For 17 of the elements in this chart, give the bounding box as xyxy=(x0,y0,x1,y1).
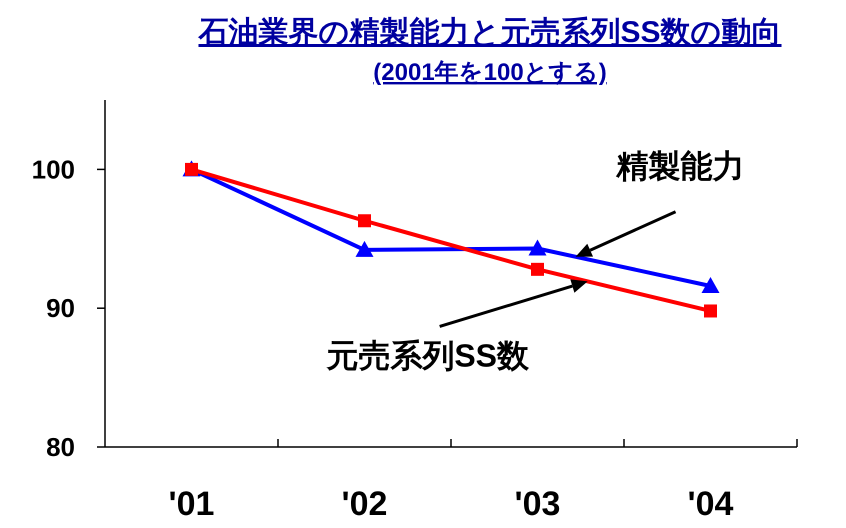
x-tick-label: '01 xyxy=(168,485,214,523)
y-tick-label: 90 xyxy=(46,293,75,324)
y-tick-label: 80 xyxy=(46,432,75,462)
chart-title: 石油業界の精製能力と元売系列SS数の動向 xyxy=(197,16,782,49)
x-tick-label: '04 xyxy=(688,485,734,523)
point xyxy=(356,240,374,257)
point xyxy=(702,276,720,293)
x-tick-label: '02 xyxy=(342,485,388,523)
x-tick-label: '03 xyxy=(514,485,560,523)
point xyxy=(358,214,371,228)
point xyxy=(531,262,544,276)
point xyxy=(704,304,717,318)
y-tick-label: 100 xyxy=(32,154,75,184)
point xyxy=(528,240,546,256)
text: 精製能力 xyxy=(616,148,745,184)
chart-subtitle: (2001年を100とする) xyxy=(373,59,607,86)
series-label: 元売系列SS数 xyxy=(325,337,530,374)
